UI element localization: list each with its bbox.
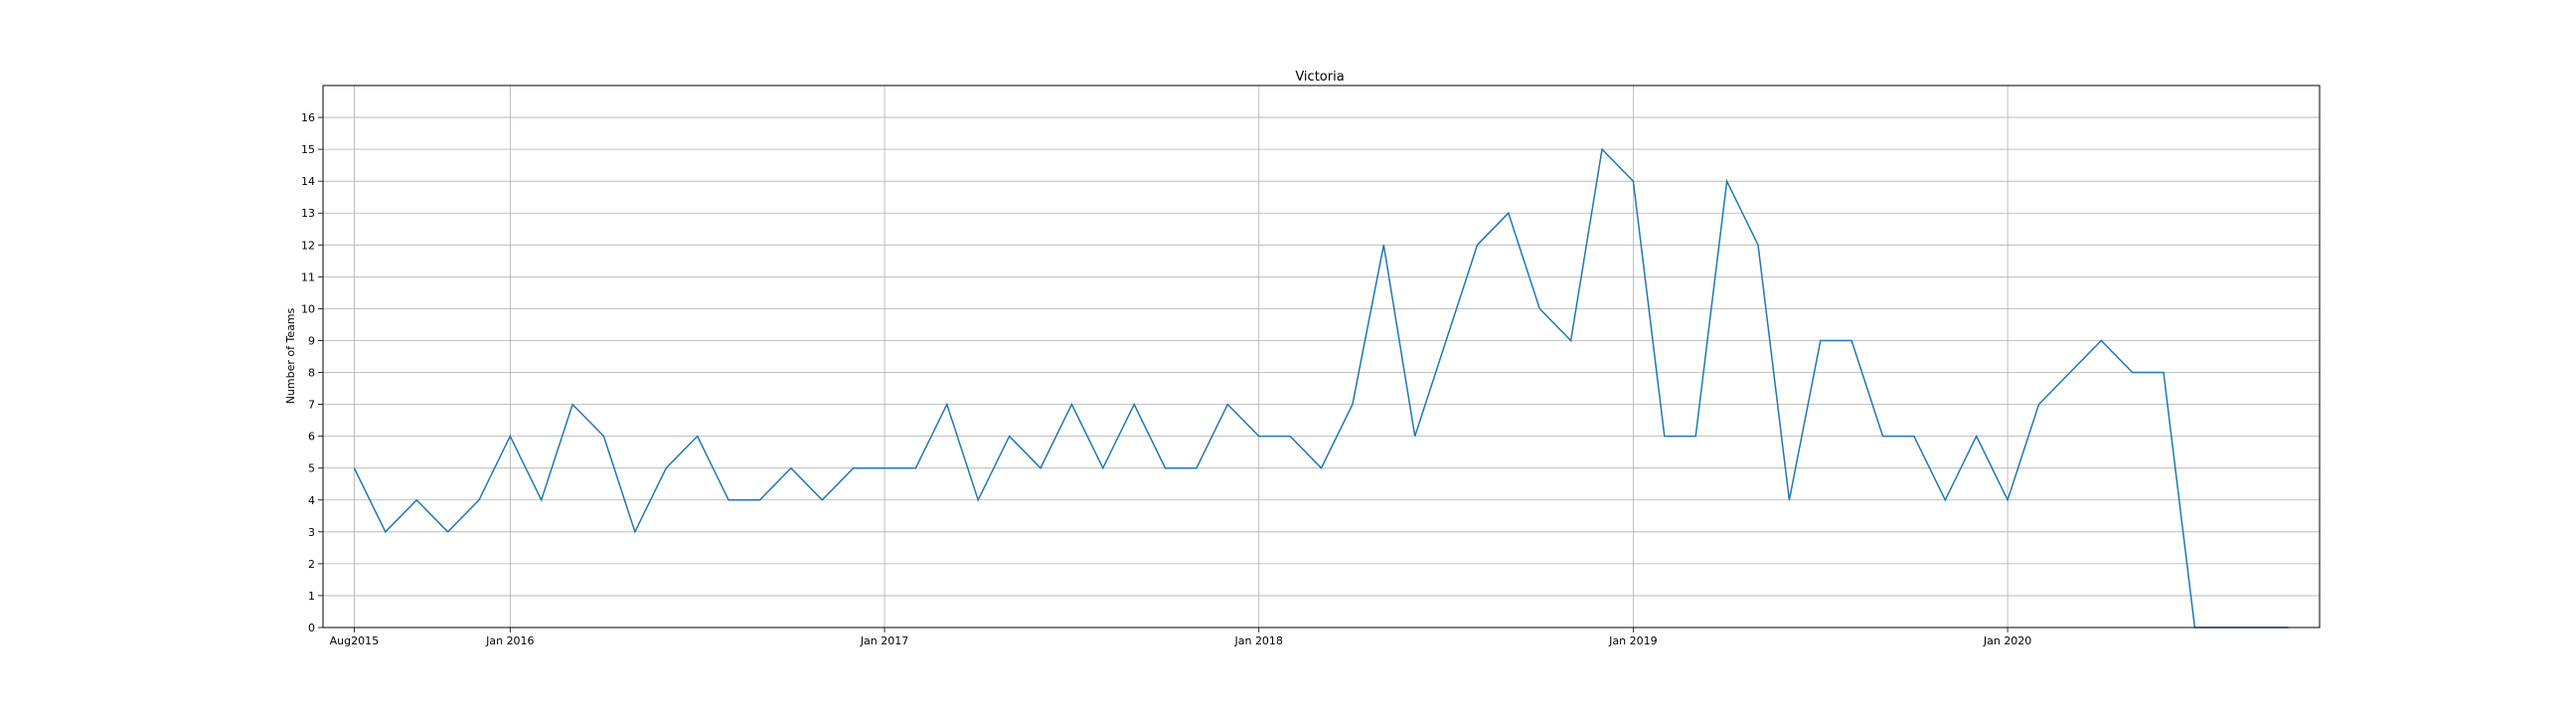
y-axis-label: Number of Teams: [284, 307, 297, 404]
y-tick-label: 15: [301, 143, 315, 156]
x-tick-label: Jan 2019: [1608, 634, 1657, 647]
x-tick-label: Jan 2018: [1233, 634, 1282, 647]
x-tick-label: Aug2015: [330, 634, 379, 647]
y-tick-label: 3: [308, 526, 315, 539]
x-tick-label: Jan 2016: [485, 634, 534, 647]
y-tick-label: 16: [301, 111, 315, 124]
y-tick-label: 10: [301, 302, 315, 315]
series-line: [353, 147, 2289, 629]
chart-title: Victoria: [1295, 70, 1344, 85]
y-tick-label: 14: [301, 175, 315, 188]
plot-frame: [322, 85, 2321, 629]
y-tick-label: 8: [308, 367, 315, 380]
y-tick-label: 4: [308, 494, 315, 507]
y-tick-label: 7: [308, 399, 315, 412]
y-tick-label: 9: [308, 334, 315, 347]
y-tick-label: 0: [308, 622, 315, 634]
grid-layer: [323, 86, 2320, 629]
x-tick-label: Jan 2020: [1983, 634, 2031, 647]
x-tick-label: Jan 2017: [860, 634, 908, 647]
line-layer: [353, 147, 2289, 629]
y-tick-label: 2: [308, 558, 315, 571]
y-tick-label: 6: [308, 431, 315, 444]
y-tick-label: 5: [308, 462, 315, 475]
y-tick-label: 13: [301, 207, 315, 220]
y-tick-label: 11: [301, 270, 315, 283]
y-tick-label: 12: [301, 239, 315, 252]
y-tick-label: 1: [308, 590, 315, 603]
